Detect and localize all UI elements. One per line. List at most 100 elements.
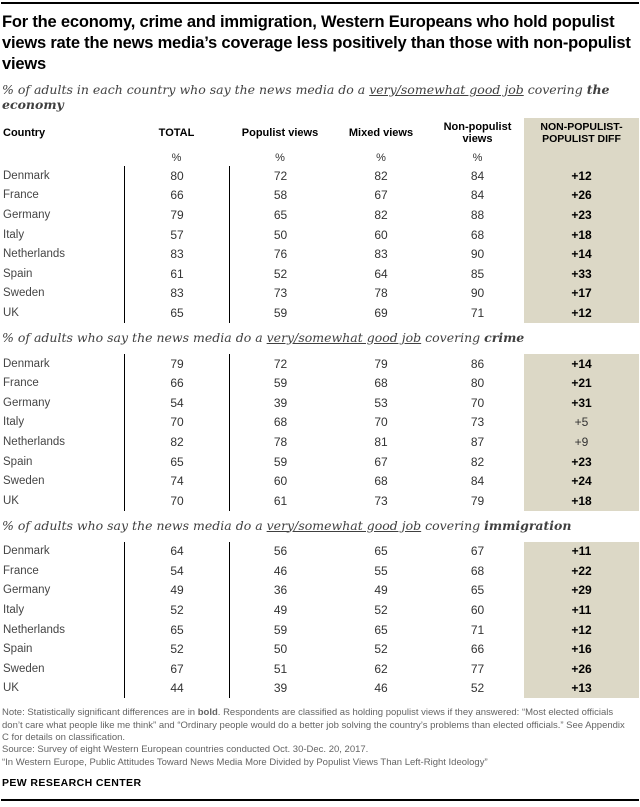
- crime-grid: Denmark 79 72 79 86 +14 France 66 59 68 80 +21 Ger…: [1, 353, 639, 511]
- mixed-value: 53: [374, 395, 388, 410]
- country-label: UK: [3, 682, 19, 695]
- table-row: UK 44 39 46 52 +13: [1, 678, 639, 699]
- populist-value: 60: [229, 471, 331, 491]
- mixed-value: 73: [374, 493, 388, 508]
- total-value: 83: [124, 244, 229, 264]
- mixed-value: 68: [374, 376, 388, 391]
- total-value: 54: [124, 392, 229, 413]
- diff-value: +11: [571, 544, 592, 559]
- note-text: . Respondents are classified as holding …: [2, 707, 625, 744]
- populist-value: 65: [229, 205, 331, 225]
- table-row: Spain 52 50 52 66 +16: [1, 639, 639, 660]
- subtitle-text: covering: [421, 329, 485, 345]
- header-row: Country TOTAL Populist views Mixed views…: [1, 118, 639, 148]
- country-label: France: [3, 189, 39, 202]
- nonpopulist-value: 60: [470, 603, 485, 618]
- mixed-value: 52: [374, 603, 388, 618]
- diff-column-highlight: [524, 118, 639, 323]
- mixed-value: 81: [374, 434, 388, 449]
- nonpopulist-value: 52: [470, 681, 485, 696]
- populist-value: 59: [229, 373, 331, 393]
- table-row: Netherlands 82 78 81 87 +9: [1, 432, 639, 452]
- table-row: Denmark 79 72 79 86 +14: [1, 353, 639, 374]
- nonpopulist-value: 86: [470, 356, 485, 371]
- subtitle-topic: immigration: [484, 517, 572, 533]
- table-row: Sweden 74 60 68 84 +24: [1, 471, 639, 491]
- diff-value: +31: [571, 395, 592, 410]
- country-label: Netherlands: [3, 623, 66, 636]
- total-value: 66: [124, 373, 229, 393]
- total-value: 79: [124, 205, 229, 225]
- percent-sign: %: [376, 152, 386, 164]
- subtitle-text: covering: [421, 517, 485, 533]
- table-row: Sweden 67 51 62 77 +26: [1, 659, 639, 679]
- total-value: 66: [124, 185, 229, 206]
- total-value: 61: [124, 263, 229, 284]
- mixed-value: 68: [374, 474, 388, 489]
- country-label: Italy: [3, 228, 25, 241]
- subtitle-underlined: very/somewhat good job: [266, 329, 422, 345]
- populist-value: 51: [229, 659, 331, 679]
- populist-value: 72: [229, 166, 331, 186]
- diff-value: +9: [574, 434, 589, 449]
- nonpopulist-value: 87: [470, 434, 485, 449]
- mixed-value: 78: [374, 286, 388, 301]
- col-header-mixed: Mixed views: [348, 126, 414, 139]
- nonpopulist-value: 67: [470, 544, 485, 559]
- country-label: Italy: [3, 604, 25, 617]
- nonpopulist-value: 71: [470, 622, 485, 637]
- mixed-value: 64: [374, 266, 388, 281]
- populist-value: 76: [229, 244, 331, 264]
- table-row: UK 65 59 69 71 +12: [1, 303, 639, 323]
- country-label: Denmark: [3, 169, 50, 182]
- country-label: Germany: [3, 208, 51, 221]
- populist-value: 50: [229, 639, 331, 660]
- mixed-value: 60: [374, 227, 388, 242]
- diff-value: +33: [571, 266, 592, 281]
- note-line: Note: Statistically significant differen…: [2, 707, 634, 744]
- percent-sign: %: [171, 152, 182, 164]
- top-rule: [1, 2, 639, 4]
- nonpopulist-value: 77: [470, 661, 485, 676]
- total-value: 70: [124, 412, 229, 433]
- total-value: 65: [124, 303, 229, 323]
- note-text: Note: Statistically significant differen…: [2, 707, 198, 719]
- country-label: Denmark: [3, 545, 50, 558]
- populist-value: 56: [229, 541, 331, 562]
- nonpopulist-value: 85: [470, 266, 485, 281]
- subtitle-underlined: very/somewhat good job: [369, 82, 524, 97]
- diff-value: +14: [571, 247, 592, 262]
- populist-value: 73: [229, 283, 331, 304]
- diff-value: +23: [571, 207, 592, 222]
- table-row: Spain 65 59 67 82 +23: [1, 451, 639, 472]
- note-bold-word: bold: [197, 707, 218, 719]
- page-title: For the economy, crime and immigration, …: [2, 13, 631, 73]
- nonpopulist-value: 68: [470, 563, 485, 578]
- diff-column-highlight: [524, 541, 639, 699]
- diff-value: +21: [571, 376, 592, 391]
- nonpopulist-value: 84: [470, 168, 485, 183]
- total-value: 54: [124, 561, 229, 581]
- country-label: Spain: [3, 643, 33, 656]
- total-value: 70: [124, 490, 229, 511]
- table-economy: % of adults in each country who say the …: [1, 82, 639, 323]
- populist-value: 50: [229, 224, 331, 245]
- subtitle-immigration: % of adults who say the news media do a …: [2, 518, 639, 533]
- table-row: Sweden 83 73 78 90 +17: [1, 283, 639, 304]
- economy-grid: Country TOTAL Populist views Mixed views…: [1, 118, 639, 323]
- total-value: 67: [124, 659, 229, 679]
- subtitle-text: covering: [523, 82, 587, 97]
- report-title-line: “In Western Europe, Public Attitudes Tow…: [2, 756, 488, 768]
- country-label: Sweden: [3, 475, 45, 488]
- diff-value: +22: [571, 563, 592, 578]
- populist-value: 46: [229, 561, 331, 581]
- col-header-total: TOTAL: [158, 126, 195, 139]
- populist-value: 39: [229, 392, 331, 413]
- populist-value: 59: [229, 451, 331, 472]
- country-label: Netherlands: [3, 248, 66, 261]
- country-label: UK: [3, 494, 19, 507]
- nonpopulist-value: 73: [470, 415, 485, 430]
- diff-value: +18: [571, 493, 592, 508]
- subtitle-crime: % of adults who say the news media do a …: [2, 330, 639, 345]
- percent-row: % % % %: [1, 148, 639, 166]
